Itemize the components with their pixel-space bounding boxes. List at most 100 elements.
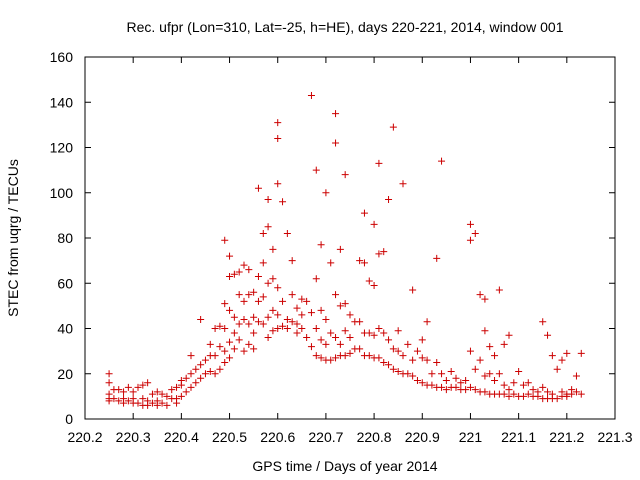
- data-point: [245, 291, 253, 299]
- data-point: [336, 340, 344, 348]
- data-point: [110, 395, 118, 403]
- data-point: [481, 295, 489, 303]
- data-point: [269, 327, 277, 335]
- data-point: [240, 347, 248, 355]
- data-point: [134, 399, 142, 407]
- data-point: [438, 383, 446, 391]
- data-point: [264, 196, 272, 204]
- data-point: [332, 291, 340, 299]
- data-point: [259, 259, 267, 267]
- x-tick-label: 221.2: [549, 429, 584, 445]
- data-point: [269, 245, 277, 253]
- data-point: [211, 370, 219, 378]
- data-point: [221, 358, 229, 366]
- data-point: [500, 390, 508, 398]
- data-point: [163, 401, 171, 409]
- data-point: [433, 254, 441, 262]
- data-point: [553, 395, 561, 403]
- x-tick-label: 221.1: [501, 429, 536, 445]
- data-point: [428, 381, 436, 389]
- data-point: [182, 374, 190, 382]
- data-point: [192, 365, 200, 373]
- data-point: [226, 306, 234, 314]
- data-point: [380, 358, 388, 366]
- data-point: [158, 390, 166, 398]
- y-tick-label: 60: [57, 275, 73, 291]
- data-point: [293, 304, 301, 312]
- data-point: [115, 386, 123, 394]
- data-point: [235, 336, 243, 344]
- data-point: [283, 229, 291, 237]
- data-point: [192, 379, 200, 387]
- data-point: [221, 347, 229, 355]
- x-tick-label: 221: [459, 429, 483, 445]
- data-point: [283, 325, 291, 332]
- data-point: [240, 261, 248, 269]
- data-point: [168, 386, 176, 394]
- data-point: [221, 300, 229, 308]
- data-point: [274, 325, 282, 332]
- data-point: [230, 270, 238, 278]
- data-point: [254, 184, 262, 192]
- data-point: [466, 347, 474, 355]
- data-point: [346, 334, 354, 342]
- data-point: [332, 139, 340, 147]
- data-point: [235, 268, 243, 276]
- data-point: [491, 352, 499, 360]
- data-point: [466, 383, 474, 391]
- data-point: [274, 180, 282, 188]
- data-point: [515, 367, 523, 375]
- data-point: [418, 379, 426, 387]
- data-point: [394, 327, 402, 335]
- data-point: [336, 302, 344, 310]
- data-point: [433, 358, 441, 366]
- x-tick-label: 220.7: [308, 429, 343, 445]
- data-point: [548, 352, 556, 360]
- data-point: [346, 349, 354, 357]
- data-point: [317, 354, 325, 362]
- data-point: [389, 123, 397, 131]
- data-point: [240, 297, 248, 305]
- x-tick-label: 221.3: [597, 429, 632, 445]
- data-point: [303, 334, 311, 342]
- data-point: [124, 397, 132, 405]
- data-point: [524, 390, 532, 398]
- data-point: [240, 315, 248, 323]
- data-point: [466, 236, 474, 244]
- data-point: [327, 329, 335, 337]
- data-point: [312, 275, 320, 283]
- data-point: [500, 381, 508, 389]
- data-point: [187, 352, 195, 360]
- data-point: [577, 390, 585, 398]
- data-point: [293, 329, 301, 337]
- data-point: [173, 383, 181, 391]
- data-point: [307, 309, 315, 317]
- data-point: [389, 345, 397, 353]
- x-axis-label: GPS time / Days of year 2014: [252, 458, 437, 474]
- data-point: [197, 315, 205, 323]
- data-point: [312, 325, 320, 332]
- data-point: [148, 399, 156, 407]
- data-point: [139, 381, 147, 389]
- data-point: [283, 315, 291, 323]
- data-point: [505, 331, 513, 339]
- data-point: [332, 334, 340, 342]
- data-point: [245, 340, 253, 348]
- data-point: [491, 377, 499, 385]
- data-point: [365, 329, 373, 337]
- data-point: [370, 282, 378, 290]
- data-point: [438, 157, 446, 165]
- data-point: [235, 320, 243, 328]
- data-point: [307, 91, 315, 99]
- data-point: [211, 352, 219, 360]
- data-point: [303, 297, 311, 305]
- data-point: [148, 390, 156, 398]
- data-point: [341, 327, 349, 335]
- data-point: [245, 266, 253, 274]
- data-point: [226, 252, 234, 260]
- x-tick-label: 220.6: [260, 429, 295, 445]
- data-point: [254, 272, 262, 280]
- data-point: [274, 134, 282, 142]
- data-point: [245, 320, 253, 328]
- data-point: [524, 379, 532, 387]
